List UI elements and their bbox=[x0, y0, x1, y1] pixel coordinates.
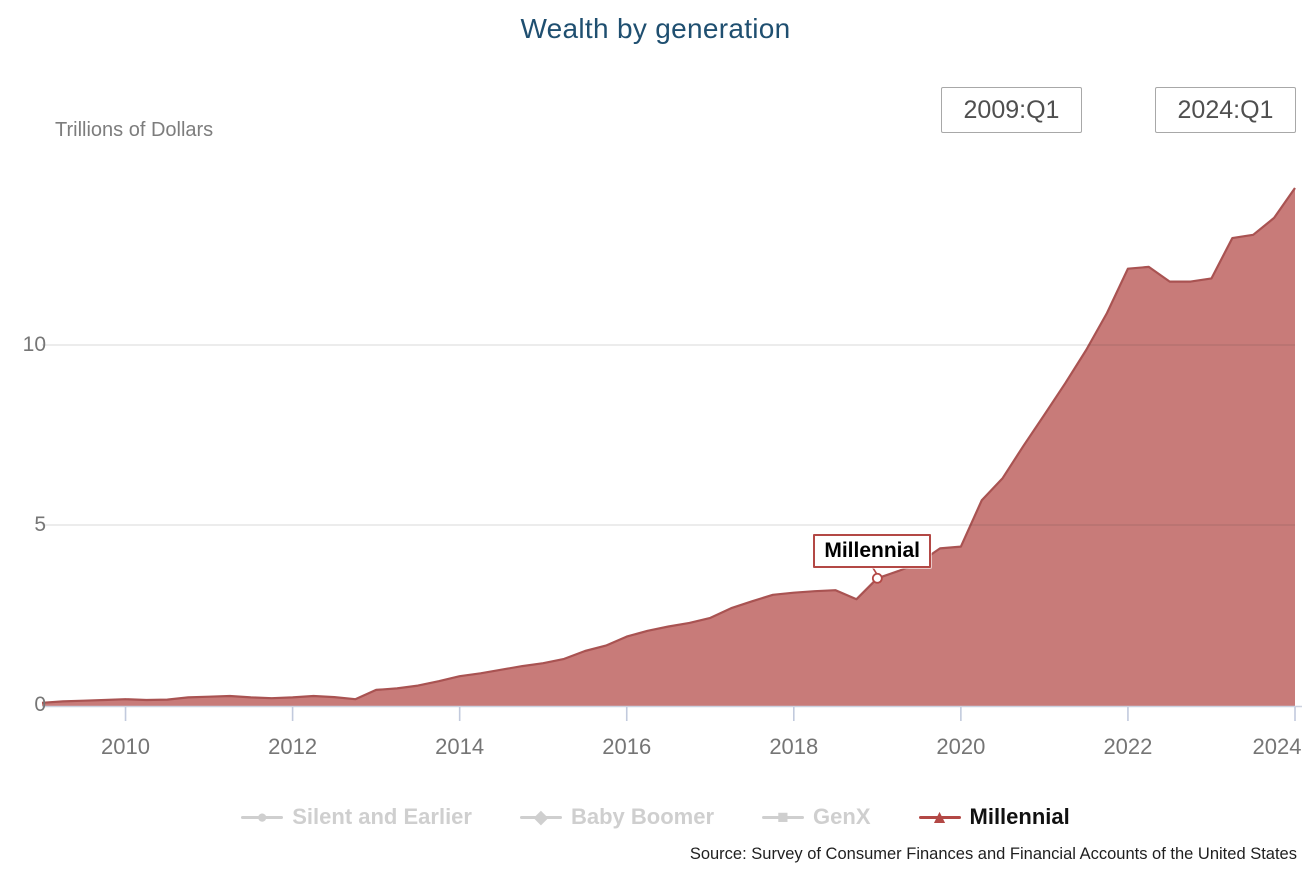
millennial-series-line bbox=[41, 187, 1296, 704]
x-axis-label-2012: 2012 bbox=[268, 734, 318, 759]
legend-item-baby-boomer[interactable]: ◆ Baby Boomer bbox=[519, 804, 715, 830]
chart-title: Wealth by generation bbox=[520, 13, 791, 44]
square-icon: ■ bbox=[762, 805, 805, 829]
legend-label: Silent and Earlier bbox=[292, 804, 472, 829]
annotation-point-marker bbox=[871, 572, 883, 584]
range-end-box[interactable]: 2024:Q1 bbox=[1155, 87, 1296, 133]
legend-label: Baby Boomer bbox=[570, 804, 715, 829]
series-annotation-label: Millennial bbox=[813, 534, 932, 569]
y-axis-units-label: Trillions of Dollars bbox=[55, 119, 214, 141]
legend: ● Silent and Earlier ◆ Baby Boomer ■ Gen… bbox=[0, 796, 1311, 838]
y-axis-label-10: 10 bbox=[22, 333, 46, 356]
x-axis-label-2018: 2018 bbox=[769, 734, 819, 759]
diamond-icon: ◆ bbox=[519, 805, 562, 829]
x-axis-label-2014: 2014 bbox=[435, 734, 485, 759]
y-axis-label-5: 5 bbox=[34, 513, 46, 536]
source-note: Source: Survey of Consumer Finances and … bbox=[689, 845, 1297, 863]
x-axis-label-2024: 2024 bbox=[1252, 734, 1302, 759]
y-axis-label-0: 0 bbox=[34, 693, 46, 716]
range-start-box[interactable]: 2009:Q1 bbox=[941, 87, 1082, 133]
legend-item-genx[interactable]: ■ GenX bbox=[762, 804, 871, 830]
x-axis-label-2016: 2016 bbox=[602, 734, 652, 759]
triangle-icon: ▲ bbox=[918, 805, 961, 829]
millennial-area-series[interactable] bbox=[42, 188, 1295, 706]
circle-icon: ● bbox=[241, 805, 284, 829]
legend-label: GenX bbox=[813, 804, 871, 829]
x-axis-label-2010: 2010 bbox=[101, 734, 150, 759]
x-axis-label-2020: 2020 bbox=[936, 734, 986, 759]
legend-item-silent-and-earlier[interactable]: ● Silent and Earlier bbox=[241, 804, 472, 830]
legend-item-millennial[interactable]: ▲ Millennial bbox=[918, 804, 1070, 830]
annotation-text: Millennial bbox=[824, 539, 921, 563]
x-axis-label-2022: 2022 bbox=[1103, 734, 1153, 759]
legend-label: Millennial bbox=[969, 804, 1070, 829]
